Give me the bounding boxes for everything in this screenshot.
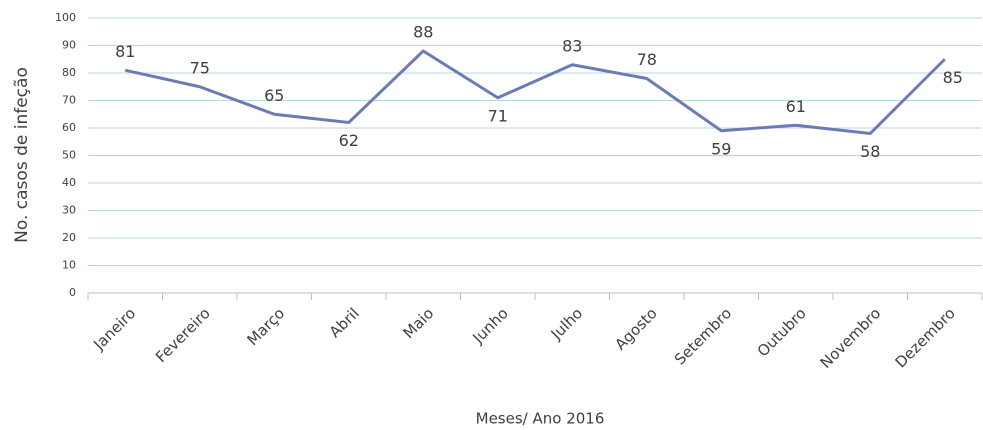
data-label: 65 — [264, 86, 284, 105]
data-label: 59 — [711, 139, 731, 158]
x-tick-label: Março — [243, 304, 288, 349]
y-tick-label: 80 — [62, 66, 76, 79]
x-tick-label: Outubro — [754, 304, 810, 360]
data-label: 75 — [190, 58, 210, 77]
data-label: 61 — [786, 97, 806, 116]
y-tick-label: 60 — [62, 121, 76, 134]
y-tick-label: 70 — [62, 94, 76, 107]
data-label: 62 — [339, 131, 359, 150]
data-label: 58 — [860, 142, 880, 161]
x-tick-label: Fevereiro — [152, 304, 214, 366]
x-tick-label: Maio — [399, 304, 437, 342]
y-tick-label: 50 — [62, 149, 76, 162]
y-tick-label: 10 — [62, 259, 76, 272]
x-tick-label: Dezembro — [892, 304, 959, 371]
x-tick-label: Junho — [469, 304, 512, 347]
y-axis-title: No. casos de infeção — [12, 67, 32, 243]
y-tick-label: 90 — [62, 39, 76, 52]
y-tick-label: 20 — [62, 231, 76, 244]
data-label: 81 — [115, 42, 135, 61]
x-tick-label: Abril — [326, 304, 363, 341]
y-tick-label: 40 — [62, 176, 76, 189]
x-axis-title: Meses/ Ano 2016 — [476, 410, 605, 428]
x-tick-label: Novembro — [817, 304, 885, 372]
x-tick-label: Julho — [547, 304, 586, 343]
data-label: 83 — [562, 36, 582, 55]
y-tick-label: 30 — [62, 204, 76, 217]
data-label: 71 — [488, 106, 508, 125]
x-tick-label: Setembro — [671, 304, 735, 368]
x-tick-label: Agosto — [611, 304, 660, 353]
y-tick-label: 0 — [69, 286, 76, 299]
line — [124, 49, 946, 135]
data-label: 78 — [637, 50, 657, 69]
data-label: 88 — [413, 23, 433, 42]
data-label: 85 — [943, 68, 963, 87]
y-tick-label: 100 — [55, 11, 76, 24]
x-tick-label: Janeiro — [89, 304, 139, 354]
